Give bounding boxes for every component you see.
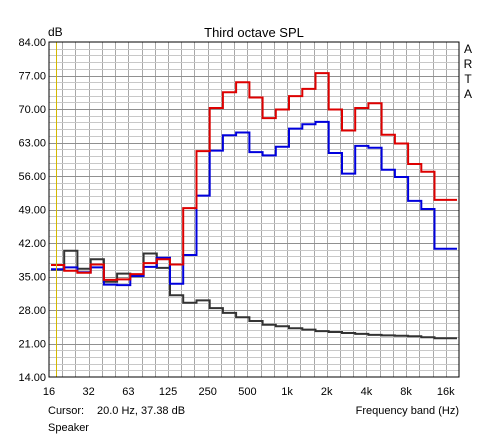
- x-tick-label: 4k: [361, 386, 373, 398]
- y-tick-label: 63.00: [18, 138, 46, 150]
- x-tick-label: 63: [122, 386, 134, 398]
- plot-frame: [48, 41, 460, 378]
- y-tick-label: 21.00: [18, 339, 46, 351]
- x-tick-label: 32: [83, 386, 95, 398]
- x-axis-label: Frequency band (Hz): [356, 405, 459, 417]
- y-axis-ticks: 84.00 77.00 70.00 63.00 56.00 49.00 42.00 35.00…: [18, 37, 46, 384]
- brand-letter: A: [464, 42, 472, 56]
- brand-letter: A: [464, 87, 472, 101]
- cursor-label: Cursor:: [48, 405, 84, 417]
- device-label: Speaker: [48, 422, 89, 434]
- series-line: [51, 72, 457, 281]
- cursor-readout: 20.0 Hz, 37.38 dB: [97, 405, 185, 417]
- x-tick-label: 125: [159, 386, 177, 398]
- y-tick-label: 14.00: [18, 372, 46, 384]
- brand-letter: T: [464, 72, 472, 86]
- x-axis-ticks: 16 32 63 125 250 500 1k 2k 4k 8k 16k: [43, 386, 455, 398]
- x-tick-label: 1k: [281, 386, 293, 398]
- y-axis-label: dB: [48, 25, 63, 39]
- series-line: [51, 120, 457, 287]
- data-series: [51, 72, 457, 340]
- x-tick-label: 8k: [400, 386, 412, 398]
- x-tick-label: 250: [199, 386, 217, 398]
- y-tick-label: 28.00: [18, 305, 46, 317]
- y-tick-label: 42.00: [18, 238, 46, 250]
- chart-title: Third octave SPL: [204, 25, 304, 40]
- y-tick-label: 77.00: [18, 71, 46, 83]
- y-tick-label: 49.00: [18, 205, 46, 217]
- x-tick-label: 16k: [437, 386, 455, 398]
- y-tick-label: 35.00: [18, 272, 46, 284]
- grid-lines: [49, 42, 459, 377]
- x-tick-label: 500: [238, 386, 256, 398]
- y-tick-label: 84.00: [18, 37, 46, 49]
- x-tick-label: 16: [43, 386, 55, 398]
- y-tick-label: 70.00: [18, 104, 46, 116]
- x-tick-label: 2k: [321, 386, 333, 398]
- series-line: [51, 249, 457, 340]
- y-tick-label: 56.00: [18, 171, 46, 183]
- brand-letter: R: [464, 57, 473, 71]
